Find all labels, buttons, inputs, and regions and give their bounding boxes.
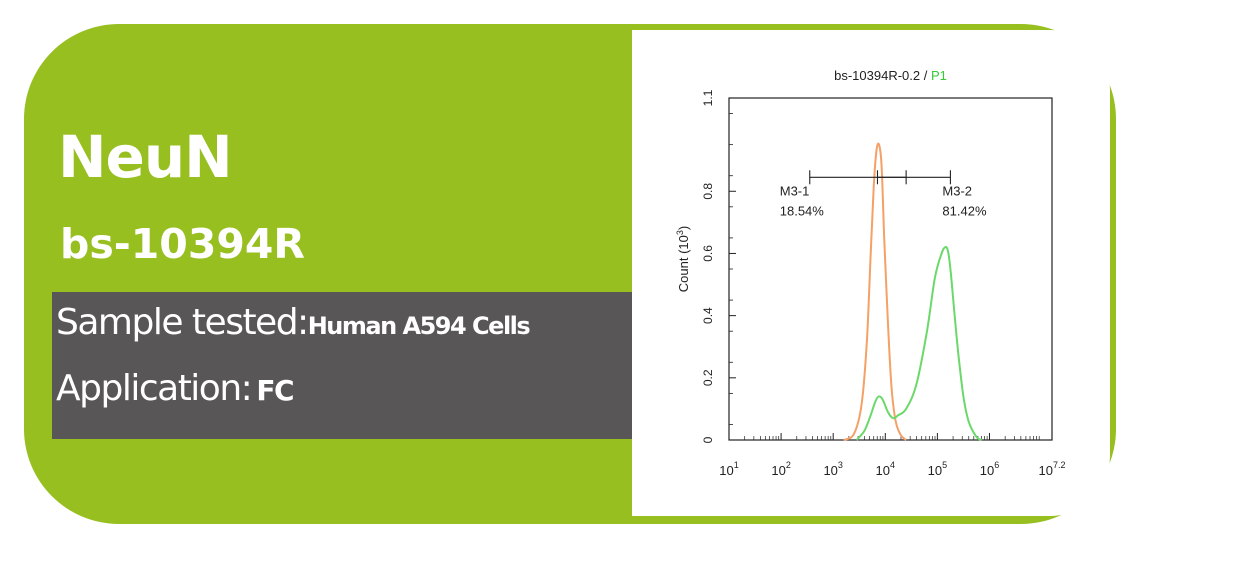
x-tick-exponent: 4 bbox=[890, 460, 895, 470]
protein-name: NeuN bbox=[58, 123, 233, 191]
x-tick-label: 107.2 bbox=[1039, 460, 1066, 478]
y-tick-label: 0 bbox=[701, 436, 715, 443]
gate-percent: 18.54% bbox=[780, 203, 825, 218]
y-axis-label-text: Count (10 bbox=[676, 235, 691, 292]
x-tick-label: 103 bbox=[823, 460, 842, 478]
y-tick-label: 0.6 bbox=[701, 245, 715, 262]
control-histogram-curve bbox=[843, 142, 907, 441]
gate-name: M3-1 bbox=[780, 183, 810, 198]
y-tick-label: 1.1 bbox=[701, 89, 715, 106]
info-box: Sample tested:Human A594 Cells Applicati… bbox=[52, 292, 632, 439]
y-tick-label: 0.4 bbox=[701, 307, 715, 324]
x-tick-exponent: 2 bbox=[786, 460, 791, 470]
x-tick-base: 10 bbox=[1039, 463, 1053, 478]
application-line: Application: FC bbox=[56, 368, 295, 409]
y-axis-label-superscript: 3 bbox=[675, 230, 685, 235]
plot-panel bbox=[632, 30, 1110, 516]
x-tick-exponent: 3 bbox=[838, 460, 843, 470]
x-tick-label: 104 bbox=[876, 460, 895, 478]
y-tick-label: 0.2 bbox=[701, 369, 715, 386]
sample-histogram-curve bbox=[855, 245, 983, 441]
x-tick-exponent: 7.2 bbox=[1053, 460, 1066, 470]
x-tick-base: 10 bbox=[823, 463, 837, 478]
x-tick-base: 10 bbox=[876, 463, 890, 478]
application-label: Application: bbox=[56, 368, 253, 409]
x-tick-base: 10 bbox=[771, 463, 785, 478]
x-tick-label: 106 bbox=[980, 460, 999, 478]
x-tick-base: 10 bbox=[928, 463, 942, 478]
chart-title: bs-10394R-0.2 / P1 bbox=[834, 68, 947, 83]
x-tick-exponent: 1 bbox=[734, 460, 739, 470]
y-axis-label: Count (103) bbox=[675, 226, 691, 292]
chart-title-highlight: P1 bbox=[931, 68, 947, 83]
x-tick-label: 102 bbox=[771, 460, 790, 478]
plot-frame bbox=[728, 97, 1053, 441]
x-tick-base: 10 bbox=[719, 463, 733, 478]
x-tick-label: 105 bbox=[928, 460, 947, 478]
x-tick-base: 10 bbox=[980, 463, 994, 478]
y-axis-label-end: ) bbox=[676, 226, 691, 230]
chart-title-text: bs-10394R-0.2 / bbox=[834, 68, 931, 83]
gate-percent: 81.42% bbox=[942, 203, 987, 218]
sample-tested-label: Sample tested: bbox=[56, 302, 309, 343]
x-tick-exponent: 6 bbox=[994, 460, 999, 470]
application-value: FC bbox=[256, 374, 294, 407]
sample-tested-line: Sample tested:Human A594 Cells bbox=[56, 302, 531, 343]
x-tick-exponent: 5 bbox=[942, 460, 947, 470]
y-tick-label: 0.8 bbox=[701, 183, 715, 200]
x-tick-label: 101 bbox=[719, 460, 738, 478]
catalog-number: bs-10394R bbox=[60, 220, 305, 268]
sample-tested-value: Human A594 Cells bbox=[307, 312, 531, 340]
gate-name: M3-2 bbox=[942, 183, 972, 198]
